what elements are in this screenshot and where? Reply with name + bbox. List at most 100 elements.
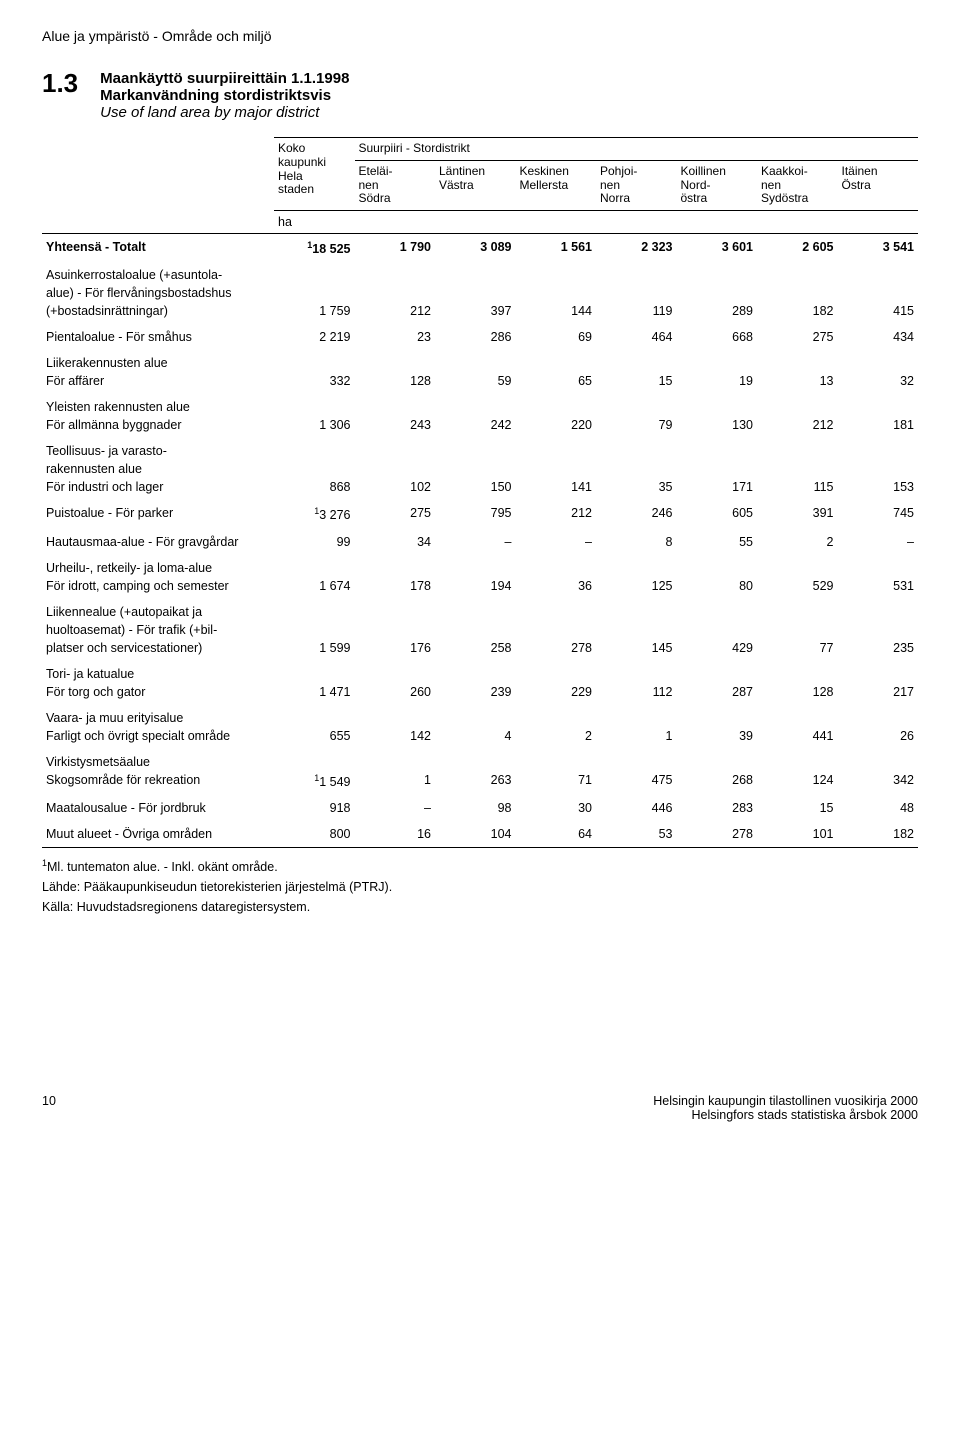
source-fi: Lähde: Pääkaupunkiseudun tietorekisterie… — [42, 880, 918, 894]
cell: 3 089 — [435, 234, 516, 259]
page-number: 10 — [42, 1094, 56, 1122]
data-table: KokokaupunkiHelastadenSuurpiiri - Stordi… — [42, 137, 918, 848]
cell: 130 — [677, 416, 758, 434]
cell: 2 — [757, 525, 838, 551]
cell: 2 323 — [596, 234, 677, 259]
table-row: (+bostadsinrättningar)1 7592123971441192… — [42, 302, 918, 320]
cell: 429 — [677, 639, 758, 657]
cell: 475 — [596, 771, 677, 791]
cell: 171 — [677, 478, 758, 496]
cell: 332 — [274, 372, 355, 390]
cell: 59 — [435, 372, 516, 390]
table-row: platser och servicestationer)1 599176258… — [42, 639, 918, 657]
row-label: Muut alueet - Övriga områden — [42, 817, 274, 848]
breadcrumb: Alue ja ympäristö - Område och miljö — [42, 28, 918, 44]
row-label: Pientaloalue - För småhus — [42, 320, 274, 346]
cell: 800 — [274, 817, 355, 848]
table-row: För affärer332128596515191332 — [42, 372, 918, 390]
footnote-1: 1Ml. tuntematon alue. - Inkl. okänt områ… — [42, 858, 918, 874]
col-header-total: KokokaupunkiHelastaden — [274, 138, 355, 211]
cell: 1 599 — [274, 639, 355, 657]
cell: 668 — [677, 320, 758, 346]
cell: 1 471 — [274, 683, 355, 701]
cell: 397 — [435, 302, 516, 320]
cell: 283 — [677, 791, 758, 817]
footnotes: 1Ml. tuntematon alue. - Inkl. okänt områ… — [42, 858, 918, 914]
cell: 1 — [596, 727, 677, 745]
cell: 13 276 — [274, 496, 355, 524]
cell: 26 — [838, 727, 919, 745]
col-header-0: Eteläi-nenSödra — [355, 160, 436, 210]
table-row: Pientaloalue - För småhus2 2192328669464… — [42, 320, 918, 346]
cell: 119 — [596, 302, 677, 320]
cell: – — [355, 791, 436, 817]
cell: 2 219 — [274, 320, 355, 346]
row-label: Tori- ja katualue — [42, 657, 274, 683]
table-row: För industri och lager868102150141351711… — [42, 478, 918, 496]
col-header-4: KoillinenNord-östra — [677, 160, 758, 210]
cell: 79 — [596, 416, 677, 434]
cell: 80 — [677, 577, 758, 595]
cell: 48 — [838, 791, 919, 817]
page-footer: 10 Helsingin kaupungin tilastollinen vuo… — [42, 1094, 918, 1122]
section-number: 1.3 — [42, 70, 78, 96]
row-label: Liikennealue (+autopaikat ja — [42, 595, 274, 621]
title-fi: Maankäyttö suurpiireittäin 1.1.1998 — [100, 70, 349, 87]
cell: 287 — [677, 683, 758, 701]
cell: 278 — [677, 817, 758, 848]
row-label: Puistoalue - För parker — [42, 496, 274, 524]
row-label: alue) - För flervåningsbostadshus — [42, 284, 274, 302]
cell: 112 — [596, 683, 677, 701]
cell: – — [838, 525, 919, 551]
cell: 150 — [435, 478, 516, 496]
cell: 605 — [677, 496, 758, 524]
cell: 8 — [596, 525, 677, 551]
cell: 235 — [838, 639, 919, 657]
table-row: Farligt och övrigt specialt område655142… — [42, 727, 918, 745]
cell: 15 — [596, 372, 677, 390]
cell: 55 — [677, 525, 758, 551]
cell: 229 — [516, 683, 597, 701]
cell: 181 — [838, 416, 919, 434]
row-label: Urheilu-, retkeily- ja loma-alue — [42, 551, 274, 577]
footer-line-2: Helsingfors stads statistiska årsbok 200… — [653, 1108, 918, 1122]
row-label: För industri och lager — [42, 478, 274, 496]
cell: 16 — [355, 817, 436, 848]
cell: 446 — [596, 791, 677, 817]
cell: 19 — [677, 372, 758, 390]
row-label: Yleisten rakennusten alue — [42, 390, 274, 416]
cell: 286 — [435, 320, 516, 346]
cell: 11 549 — [274, 771, 355, 791]
cell: 65 — [516, 372, 597, 390]
cell: 182 — [838, 817, 919, 848]
col-header-6: ItäinenÖstra — [838, 160, 919, 210]
cell: 4 — [435, 727, 516, 745]
cell: 71 — [516, 771, 597, 791]
cell: 1 674 — [274, 577, 355, 595]
cell: 1 790 — [355, 234, 436, 259]
cell: 115 — [757, 478, 838, 496]
cell: 35 — [596, 478, 677, 496]
cell: 128 — [757, 683, 838, 701]
cell: 212 — [757, 416, 838, 434]
cell: 246 — [596, 496, 677, 524]
row-label: För idrott, camping och semester — [42, 577, 274, 595]
row-label: Liikerakennusten alue — [42, 346, 274, 372]
cell: 655 — [274, 727, 355, 745]
table-row: Puistoalue - För parker13 27627579521224… — [42, 496, 918, 524]
cell: 101 — [757, 817, 838, 848]
cell: – — [435, 525, 516, 551]
table-row: Muut alueet - Övriga områden800161046453… — [42, 817, 918, 848]
cell: 415 — [838, 302, 919, 320]
cell: 268 — [677, 771, 758, 791]
row-label: För allmänna byggnader — [42, 416, 274, 434]
cell: 212 — [355, 302, 436, 320]
col-header-span: Suurpiiri - Stordistrikt — [355, 138, 919, 161]
cell: 64 — [516, 817, 597, 848]
cell: 531 — [838, 577, 919, 595]
cell: 220 — [516, 416, 597, 434]
col-header-2: KeskinenMellersta — [516, 160, 597, 210]
title-en: Use of land area by major district — [100, 104, 349, 121]
cell: 263 — [435, 771, 516, 791]
table-row: Skogsområde för rekreation11 54912637147… — [42, 771, 918, 791]
